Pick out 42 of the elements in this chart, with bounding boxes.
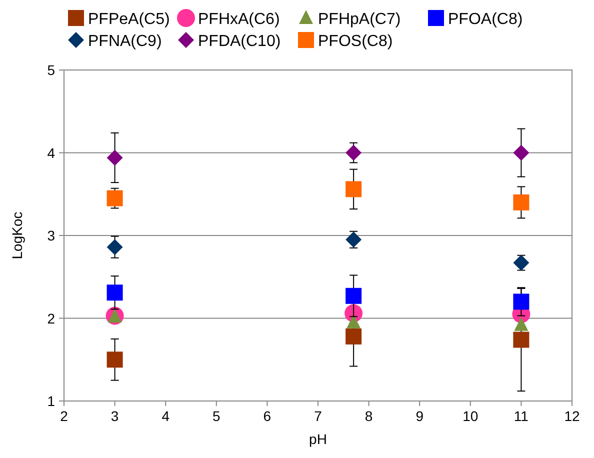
point	[346, 144, 362, 161]
legend-label: PFOS(C8)	[318, 33, 393, 50]
x-tick-label: 7	[314, 408, 322, 424]
point	[106, 284, 123, 301]
x-tick-label: 3	[110, 408, 119, 424]
x-tick-label: 8	[364, 408, 373, 424]
point	[106, 239, 123, 256]
x-tick-label: 12	[564, 408, 580, 424]
x-tick-label: 6	[263, 408, 272, 424]
x-tick-label: 4	[162, 408, 170, 424]
x-tick-label: 10	[462, 408, 478, 424]
y-tick-label: 3	[47, 228, 56, 244]
x-tick-label: 5	[212, 408, 220, 424]
x-tick-label: 11	[514, 408, 529, 424]
y-tick-label: 2	[47, 310, 56, 326]
point	[346, 232, 362, 248]
point	[513, 332, 530, 348]
point	[513, 254, 530, 271]
point	[513, 144, 530, 161]
x-tick-label: 2	[60, 408, 68, 424]
legend-label: PFDA(C10)	[198, 33, 281, 50]
point	[346, 288, 362, 304]
y-tick-label: 1	[47, 393, 56, 409]
point	[513, 294, 530, 310]
point	[346, 181, 362, 198]
point	[106, 190, 123, 206]
x-axis-title: pH	[309, 431, 327, 447]
point	[346, 328, 362, 344]
x-tick-label: 9	[416, 408, 424, 424]
y-tick-label: 5	[47, 62, 56, 78]
point	[514, 316, 528, 331]
legend-label: PFPeA(C5)	[88, 11, 170, 28]
point	[106, 150, 123, 166]
y-tick-label: 4	[47, 144, 56, 161]
legend-label: PFNA(C9)	[88, 33, 162, 50]
legend-label: PFHxA(C6)	[198, 11, 280, 28]
point	[513, 194, 530, 210]
legend-label: PFOA(C8)	[448, 11, 523, 28]
point	[346, 314, 361, 328]
legend-label: PFHpA(C7)	[318, 11, 401, 28]
point	[106, 352, 123, 368]
y-axis-title: LogKoc	[9, 212, 25, 260]
